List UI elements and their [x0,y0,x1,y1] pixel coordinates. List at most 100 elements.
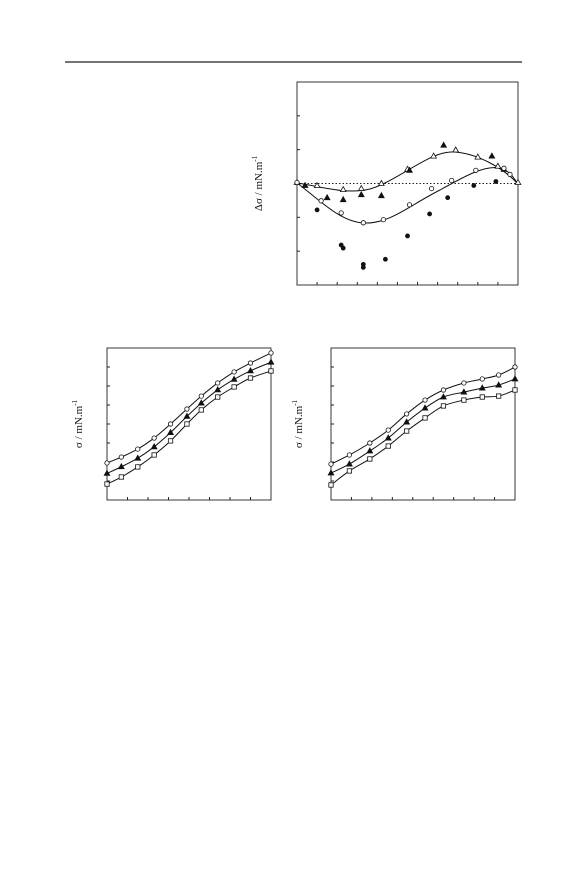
data-point [247,375,254,381]
data-point [507,171,513,177]
data-point [301,181,309,188]
data-point [405,233,410,239]
data-point [184,421,190,427]
data-point [367,456,373,462]
data-point [493,179,499,184]
data-point [385,427,391,433]
data-point [339,185,347,192]
y-axis-label-text: Δσ / mN.m [253,161,265,211]
data-point [318,198,324,204]
data-point [151,435,157,441]
data-point [167,438,174,444]
data-point [267,358,275,365]
y-axis-label-sup: -1 [291,399,299,405]
data-point [117,462,125,470]
data-point [430,152,438,159]
data-point [495,381,503,388]
data-point [422,397,428,403]
data-point [377,179,385,186]
data-point [479,376,485,382]
y-axis-label: Δσ / mN.m-1 [251,155,265,211]
data-point [184,406,190,412]
data-point [385,443,391,449]
data-point [382,256,388,262]
data-point [345,460,353,467]
data-point [135,464,141,470]
data-point [167,428,175,435]
data-point [406,202,413,208]
y-axis-label: σ / mN.m-1 [291,399,305,448]
series-line [330,389,516,486]
data-point [421,404,429,411]
data-point [461,397,467,403]
fit-curve [296,167,518,224]
data-point [231,384,237,390]
data-point [360,265,366,270]
data-point [215,394,221,400]
data-point [384,434,392,441]
data-point [150,442,158,450]
data-point [231,369,237,375]
data-point [118,454,124,460]
data-point [512,387,518,393]
plot-frame [330,347,516,501]
data-point [380,217,386,223]
data-point [496,393,502,399]
data-point [440,141,448,148]
data-point [479,394,485,400]
data-point [327,469,335,476]
data-point [494,162,502,169]
data-point [104,460,110,466]
data-point [328,461,334,467]
data-point [440,387,447,393]
data-point [268,350,274,356]
data-point [404,428,410,434]
data-point [198,393,204,399]
data-point [338,210,344,216]
data-point [215,380,221,386]
data-point [118,474,124,480]
series-line [106,370,272,485]
data-point [496,372,502,378]
y-axis-label-sup: -1 [251,155,259,161]
plot-frame [296,81,519,286]
data-point [422,415,428,421]
data-point [440,403,447,409]
data-point [197,399,205,406]
fit-curve [296,151,518,192]
y-axis-label: σ / mN.m-1 [71,399,85,448]
data-point [512,364,518,370]
data-point [247,360,254,366]
data-point [357,190,365,198]
data-point [406,166,413,173]
data-point [452,146,460,153]
data-point [339,195,347,203]
data-point [135,446,141,452]
data-point [449,177,455,184]
data-point [314,207,320,213]
data-point [346,468,353,474]
data-point [511,375,519,382]
y-axis-label-text: σ / mN.m [293,405,305,448]
data-point [501,165,507,171]
data-point [360,220,366,226]
data-point [439,393,447,400]
data-point [346,452,352,458]
data-point [429,185,435,192]
data-point [471,183,477,188]
data-point [294,179,300,186]
data-point [247,366,254,374]
data-point [230,375,238,382]
data-point [323,193,331,201]
data-point [377,191,385,199]
data-point [366,447,374,454]
y-axis-label-text: σ / mN.m [73,405,85,448]
data-point [461,380,467,386]
data-point [214,385,222,393]
data-point [460,388,468,395]
data-point [473,167,479,173]
series-line [330,378,516,474]
data-point [427,211,433,217]
